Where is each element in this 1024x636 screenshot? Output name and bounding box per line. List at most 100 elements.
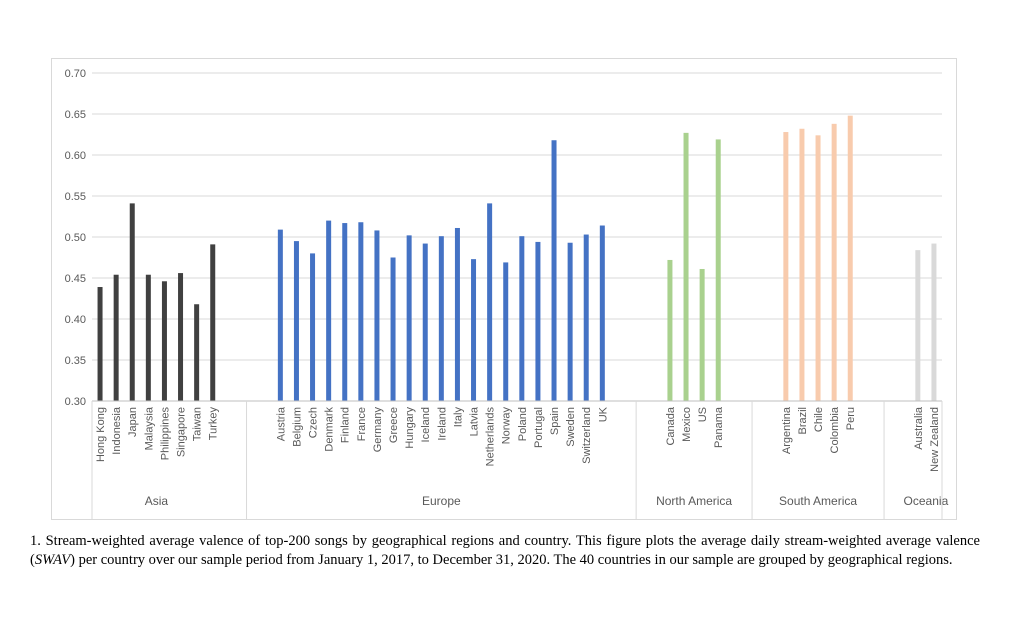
bar-brazil (799, 128, 805, 401)
x-tick-label-austria: Austria (275, 406, 287, 441)
bar-new-zealand (931, 243, 937, 401)
y-tick-label: 0.55 (65, 191, 86, 203)
y-tick-label: 0.65 (65, 109, 86, 121)
bar-belgium (293, 241, 299, 401)
chart-frame: 0.30 0.35 0.40 0.45 0.50 0.55 0.60 0.65 0.70 Hong… (51, 58, 957, 520)
bar-canada (667, 259, 673, 401)
bar-indonesia (113, 274, 119, 401)
bar-peru (847, 115, 853, 401)
x-tick-label-philippines: Philippines (159, 407, 171, 461)
bar-hungary (406, 235, 412, 401)
x-tick-label-netherlands: Netherlands (485, 407, 497, 467)
x-tick-label-iceland: Iceland (420, 407, 432, 442)
bar-chart: 0.30 0.35 0.40 0.45 0.50 0.55 0.60 0.65 0.70 Hong… (65, 68, 949, 519)
x-tick-label-ireland: Ireland (436, 407, 448, 441)
x-tick-label-finland: Finland (340, 407, 352, 443)
caption-text-end: ) per country over our sample period fro… (70, 552, 953, 568)
x-tick-label-latvia: Latvia (469, 406, 481, 436)
bar-uk (599, 225, 605, 401)
bar-panama (715, 139, 721, 402)
x-tick-label-peru: Peru (845, 407, 857, 430)
x-tick-label-belgium: Belgium (291, 407, 303, 447)
y-tick-label: 0.70 (65, 68, 86, 80)
region-label-south-america: South America (779, 494, 857, 508)
bar-turkey (210, 244, 216, 401)
y-tick-label: 0.60 (65, 150, 86, 162)
bar-hong-kong (97, 287, 103, 401)
x-tick-label-germany: Germany (372, 407, 384, 453)
region-label-europe: Europe (422, 494, 461, 508)
x-tick-label-italy: Italy (452, 407, 464, 428)
bar-ireland (438, 236, 444, 401)
bar-iceland (422, 243, 428, 401)
bar-austria (277, 229, 283, 401)
bar-spain (551, 140, 557, 401)
x-tick-label-greece: Greece (388, 407, 400, 443)
bar-philippines (161, 281, 167, 401)
y-tick-label: 0.50 (65, 232, 86, 244)
y-tick-label: 0.35 (65, 355, 86, 367)
bar-malaysia (145, 274, 151, 401)
bar-greece (390, 257, 396, 401)
x-tick-label-indonesia: Indonesia (111, 406, 123, 455)
bar-argentina (783, 132, 789, 401)
x-tick-label-argentina: Argentina (781, 406, 793, 454)
bar-japan (129, 203, 135, 401)
bar-portugal (535, 241, 541, 401)
bar-finland (342, 223, 348, 401)
bar-netherlands (487, 203, 493, 401)
bar-germany (374, 230, 380, 401)
x-tick-label-brazil: Brazil (797, 407, 809, 435)
bar-sweden (567, 242, 573, 401)
figure-caption: 1. Stream-weighted average valence of to… (30, 532, 980, 570)
x-tick-label-portugal: Portugal (533, 407, 545, 448)
x-tick-label-france: France (356, 407, 368, 441)
x-tick-label-colombia: Colombia (829, 406, 841, 453)
bar-denmark (326, 220, 332, 401)
x-tick-label-taiwan: Taiwan (192, 407, 204, 441)
region-label-oceania: Oceania (904, 494, 949, 508)
bar-chile (815, 135, 821, 401)
x-tick-label-hungary: Hungary (404, 407, 416, 449)
x-tick-label-czech: Czech (308, 407, 320, 438)
x-tick-label-uk: UK (597, 406, 609, 422)
x-tick-label-malaysia: Malaysia (143, 406, 155, 450)
x-tick-label-poland: Poland (517, 407, 529, 441)
bar-switzerland (583, 234, 589, 401)
x-tick-label-switzerland: Switzerland (581, 407, 593, 464)
bar-mexico (683, 132, 689, 402)
x-tick-label-canada: Canada (665, 406, 677, 445)
bar-taiwan (194, 304, 200, 401)
y-tick-label: 0.30 (65, 396, 86, 408)
bar-australia (915, 250, 921, 401)
bar-italy (454, 227, 460, 401)
bar-latvia (471, 259, 477, 401)
caption-text-italic: SWAV (34, 552, 71, 568)
bar-norway (503, 262, 509, 401)
region-label-asia: Asia (145, 494, 169, 508)
x-tick-label-mexico: Mexico (681, 407, 693, 442)
x-tick-label-chile: Chile (813, 407, 825, 432)
x-tick-label-norway: Norway (501, 407, 513, 445)
x-tick-label-hong-kong: Hong Kong (95, 407, 107, 462)
y-tick-label: 0.45 (65, 273, 86, 285)
bar-czech (310, 253, 316, 401)
x-tick-label-panama: Panama (713, 406, 725, 448)
x-tick-label-spain: Spain (549, 407, 561, 435)
bar-us (699, 268, 705, 401)
x-tick-label-new-zealand: New Zealand (929, 407, 941, 472)
x-tick-label-sweden: Sweden (565, 407, 577, 447)
bar-poland (519, 236, 525, 401)
bar-singapore (178, 273, 184, 401)
x-tick-label-denmark: Denmark (324, 407, 336, 452)
x-tick-label-us: US (697, 407, 709, 422)
x-tick-label-australia: Australia (913, 406, 925, 450)
bar-colombia (831, 123, 837, 401)
region-label-north-america: North America (656, 494, 732, 508)
bar-france (358, 222, 364, 401)
x-tick-label-japan: Japan (127, 407, 139, 437)
y-tick-label: 0.40 (65, 314, 86, 326)
x-tick-label-turkey: Turkey (208, 407, 220, 441)
caption-text-start: 1. Stream-weighted average valence of to… (30, 533, 980, 568)
x-tick-label-singapore: Singapore (176, 407, 188, 457)
